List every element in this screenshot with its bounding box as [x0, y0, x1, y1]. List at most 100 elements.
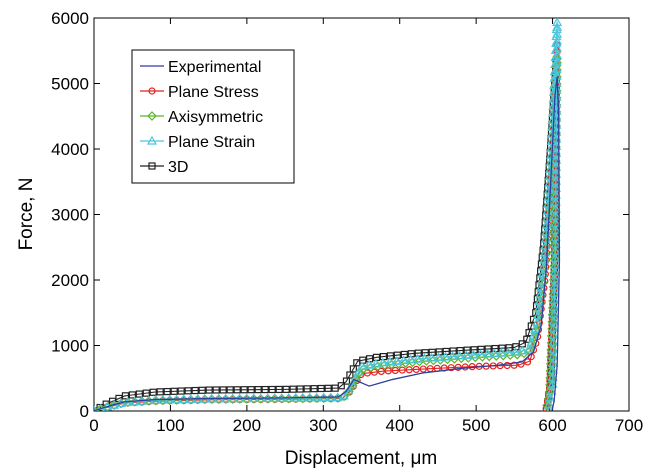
data-point — [491, 351, 502, 361]
legend-marker — [148, 162, 156, 170]
data-point — [384, 356, 395, 366]
data-point — [233, 386, 241, 394]
data-point — [262, 393, 273, 404]
x-tick-label: 600 — [538, 416, 566, 435]
data-point — [433, 352, 444, 362]
data-point — [421, 356, 432, 366]
data-point — [552, 18, 563, 26]
x-tick-label: 300 — [309, 416, 337, 435]
data-point — [255, 393, 266, 404]
data-point — [538, 261, 549, 271]
data-point — [414, 356, 425, 367]
y-tick-label: 6000 — [51, 9, 89, 28]
data-point — [276, 393, 287, 404]
data-point — [296, 385, 304, 393]
data-point — [226, 386, 234, 394]
data-point — [391, 366, 399, 375]
x-tick-label: 400 — [386, 416, 414, 435]
data-point — [470, 352, 481, 363]
data-point — [177, 387, 185, 395]
y-tick-label: 4000 — [51, 140, 89, 159]
data-point — [475, 349, 486, 359]
data-point — [548, 94, 559, 103]
data-point — [227, 394, 238, 404]
data-point — [530, 324, 541, 333]
data-point — [391, 356, 402, 365]
data-point — [440, 351, 451, 361]
data-point — [377, 367, 385, 376]
data-point — [363, 359, 375, 369]
data-point — [247, 386, 255, 394]
data-point — [548, 101, 559, 110]
data-point — [526, 337, 537, 347]
legend-entry: Plane Strain — [140, 134, 255, 151]
data-point — [547, 378, 558, 388]
series-line — [94, 76, 561, 411]
data-point — [546, 129, 558, 138]
data-point — [412, 365, 420, 374]
data-point — [234, 394, 245, 404]
data-point — [121, 392, 130, 400]
data-point — [461, 350, 472, 359]
data-point — [350, 373, 361, 382]
data-point — [533, 310, 544, 320]
data-point — [170, 387, 178, 395]
data-point — [317, 384, 325, 393]
data-point — [549, 66, 560, 75]
data-point — [447, 364, 455, 372]
data-point — [503, 361, 511, 370]
data-point — [536, 282, 547, 292]
x-tick-label: 200 — [233, 416, 261, 435]
data-point — [535, 289, 546, 299]
series-layer — [94, 18, 563, 411]
legend-marker — [146, 135, 158, 145]
data-point — [498, 350, 509, 361]
data-point — [205, 386, 213, 394]
data-point — [219, 386, 227, 394]
data-point — [254, 386, 262, 394]
data-point — [419, 353, 430, 363]
x-tick-label: 700 — [615, 416, 643, 435]
data-point — [324, 384, 332, 392]
data-point — [370, 358, 381, 368]
data-point — [212, 386, 220, 394]
data-point — [353, 366, 364, 376]
data-point — [517, 345, 528, 355]
data-point — [544, 171, 555, 180]
data-point — [398, 366, 406, 374]
data-point — [261, 385, 269, 394]
legend-entry: 3D — [140, 159, 188, 176]
x-axis-label: Displacement, μm — [285, 448, 437, 469]
data-point — [510, 347, 521, 356]
data-point — [128, 391, 136, 399]
data-point — [482, 348, 493, 358]
legend-label: Plane Stress — [168, 84, 259, 101]
data-point — [405, 366, 413, 374]
data-point — [386, 359, 397, 370]
data-point — [545, 392, 556, 402]
data-point — [268, 385, 276, 394]
data-point — [496, 347, 507, 357]
data-point — [337, 382, 345, 390]
data-point — [510, 361, 518, 369]
data-point — [220, 394, 231, 404]
y-tick-label: 0 — [80, 402, 89, 421]
data-point — [536, 275, 547, 285]
y-tick-label: 3000 — [51, 206, 89, 225]
data-point — [412, 353, 423, 363]
data-point — [275, 385, 283, 394]
data-point — [282, 385, 290, 393]
data-point — [517, 360, 525, 368]
data-point — [149, 388, 157, 396]
data-point — [398, 355, 409, 365]
data-point — [503, 347, 514, 357]
legend-entry: Experimental — [140, 59, 261, 76]
data-point — [545, 164, 556, 173]
data-point — [400, 358, 411, 368]
data-point — [533, 303, 544, 313]
data-point — [428, 355, 439, 366]
legend-label: Axisymmetric — [168, 109, 263, 126]
legend-label: 3D — [168, 159, 188, 176]
data-point — [206, 394, 217, 405]
